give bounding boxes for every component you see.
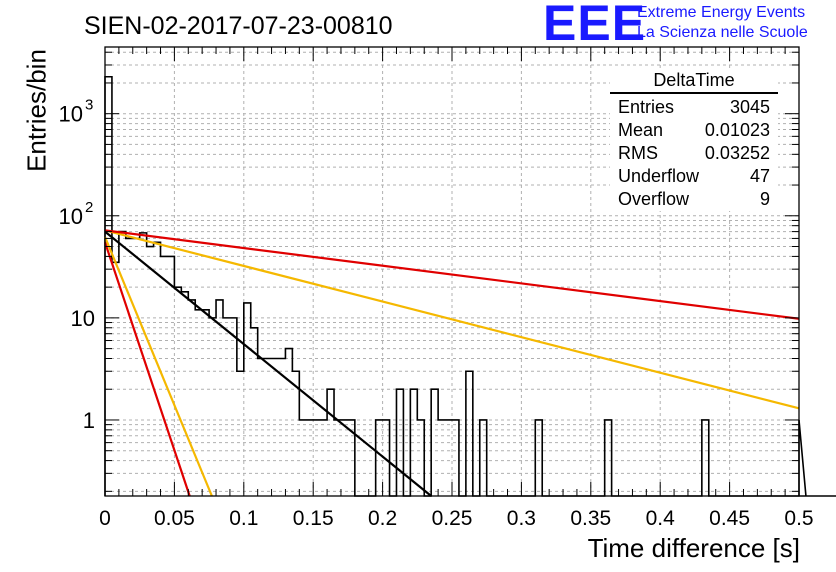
x-tick-label: 0.1 <box>229 507 258 530</box>
stats-label: Entries <box>618 97 675 117</box>
run-title: SIEN-02-2017-07-23-00810 <box>84 12 393 40</box>
stats-value: 0.03252 <box>704 143 770 163</box>
x-tick-label: 0.4 <box>646 507 676 530</box>
x-tick-label: 0.5 <box>784 507 813 530</box>
stats-row-mean: Mean 0.01023 <box>610 119 778 142</box>
axes <box>104 46 800 497</box>
fit-curve-3 <box>103 236 213 497</box>
x-tick-label: 0.25 <box>432 507 473 530</box>
x-tick-label: 0.05 <box>154 507 195 530</box>
stats-value: 3045 <box>729 97 770 117</box>
stats-label: RMS <box>618 143 658 163</box>
y-tick-exponent: 2 <box>85 199 93 216</box>
x-axis-label: Time difference [s] <box>587 533 800 563</box>
y-axis-label: Entries/bin <box>21 49 52 172</box>
y-tick-label: 10 <box>59 204 83 229</box>
fit-curve-0 <box>104 230 432 497</box>
y-tick-label: 10 <box>71 306 95 331</box>
stats-label: Mean <box>618 120 664 140</box>
stats-value: 9 <box>759 189 770 209</box>
stats-label: Overflow <box>618 189 690 209</box>
y-tick-label: 10 <box>59 102 83 127</box>
stats-row-entries: Entries 3045 <box>610 96 778 119</box>
fit-curve-1 <box>104 229 800 410</box>
fit-curve-2 <box>104 229 800 320</box>
x-tick-label: 0 <box>99 507 111 530</box>
x-tick-label: 0.2 <box>368 507 397 530</box>
stats-value: 0.01023 <box>704 120 770 140</box>
x-tick-labels: 0 0.05 0.1 0.15 0.2 0.25 0.3 0.35 0.4 0.45 0.5 <box>99 507 813 530</box>
x-tick-label: 0.15 <box>293 507 334 530</box>
stats-row-rms: RMS 0.03252 <box>610 142 778 165</box>
stats-value: 47 <box>749 166 770 186</box>
x-tick-label: 0.3 <box>507 507 536 530</box>
fit-curve-4 <box>103 241 191 497</box>
x-tick-label: 0.35 <box>570 507 611 530</box>
stats-row-underflow: Underflow 47 <box>610 165 778 188</box>
eee-logo: EEE <box>543 0 647 51</box>
x-tick-label: 0.45 <box>709 507 750 530</box>
y-tick-label: 1 <box>83 408 95 433</box>
stats-label: Underflow <box>618 166 700 186</box>
fit-curves <box>103 229 800 497</box>
stats-box: DeltaTime Entries 3045 Mean 0.01023 RMS … <box>610 70 778 211</box>
logo-line-2: La Scienza nelle Scuole <box>637 24 808 41</box>
logo-line-1: Extreme Energy Events <box>637 4 806 21</box>
stats-title: DeltaTime <box>610 70 778 94</box>
y-tick-exponent: 3 <box>85 97 93 114</box>
stats-row-overflow: Overflow 9 <box>610 188 778 211</box>
